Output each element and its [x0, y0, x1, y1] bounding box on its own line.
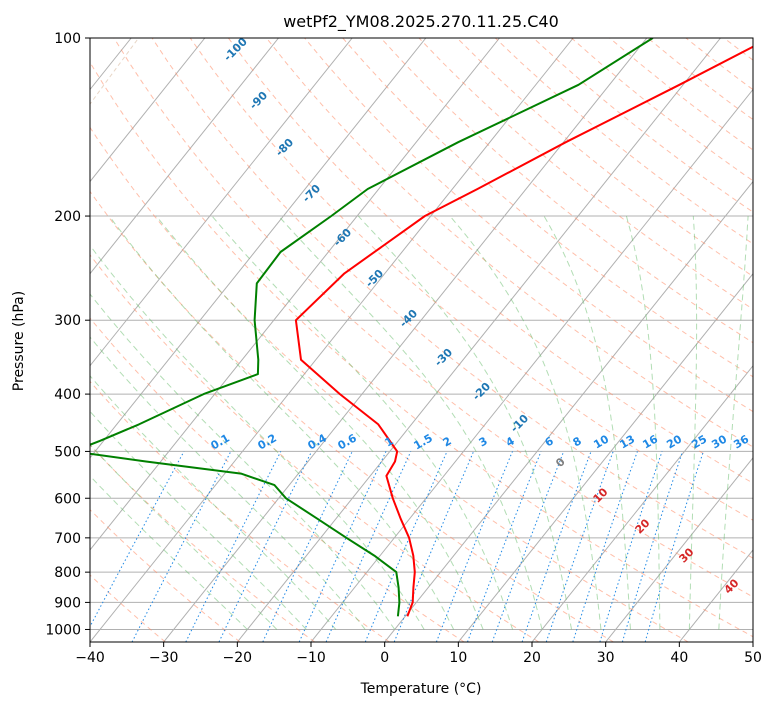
moist-adiabat — [90, 443, 278, 630]
x-tick-label: 10 — [449, 650, 467, 666]
isotherm-line — [90, 38, 279, 275]
dry-adiabat — [189, 38, 753, 521]
isotherm-line — [236, 38, 721, 642]
mixing-ratio-line — [467, 451, 542, 642]
dry-adiabat — [151, 38, 753, 559]
plot-frame — [89, 37, 754, 643]
isotherm-line — [90, 38, 353, 367]
isotherm-line — [457, 272, 753, 642]
mixing-ratio-line — [644, 451, 704, 642]
moist-adiabat — [543, 215, 631, 630]
moist-adiabat — [108, 215, 455, 630]
mixing-ratio-line — [521, 451, 592, 642]
x-axis-label: Temperature (°C) — [360, 681, 482, 697]
moist-adiabat — [357, 215, 572, 630]
x-tick-label: 30 — [597, 650, 615, 666]
isotherm-line — [605, 457, 753, 642]
moist-adiabat — [625, 215, 661, 630]
dry-adiabat — [90, 380, 390, 642]
profile-line — [294, 45, 753, 617]
axes: −40 −30 −20 −10 0 10 20 30 40 50 1000 900 800 700 600 5… — [45, 31, 762, 666]
dry-adiabat — [113, 38, 753, 598]
mixing-ratio-line — [435, 451, 513, 642]
y-tick-label: 500 — [54, 444, 81, 460]
moist-adiabat — [718, 215, 749, 630]
profile-line — [90, 38, 654, 617]
dry-adiabat — [90, 61, 753, 638]
dry-adiabat — [418, 38, 753, 310]
moist-adiabat — [449, 215, 602, 630]
dry-adiabat — [90, 574, 166, 642]
mixing-ratio-line — [572, 451, 638, 642]
y-tick-label: 200 — [54, 209, 81, 225]
mixing-ratio-line — [621, 451, 684, 642]
isotherm-line — [531, 364, 753, 642]
y-tick-label: 400 — [54, 387, 81, 403]
x-tick-label: −20 — [223, 650, 253, 666]
isotherm-line — [90, 38, 500, 551]
y-tick-label: 900 — [54, 595, 81, 611]
dry-adiabat — [90, 508, 241, 642]
mixing-ratio-line — [90, 451, 185, 628]
moist-adiabat — [155, 215, 484, 630]
isotherm-line — [90, 38, 574, 642]
mixing-ratio-line — [545, 451, 614, 642]
dry-adiabat — [227, 38, 753, 484]
isotherm-line — [310, 88, 753, 642]
x-tick-label: −40 — [75, 650, 105, 666]
y-tick-label: 800 — [54, 565, 81, 581]
dry-adiabat — [266, 38, 753, 448]
x-tick-label: 20 — [523, 650, 541, 666]
isotherm-line — [384, 180, 753, 642]
moist-adiabat — [90, 475, 248, 630]
mixing-ratio-line — [185, 451, 282, 642]
moist-adiabat — [90, 293, 396, 630]
mixing-ratio-line — [393, 451, 475, 642]
dry-adiabat — [90, 126, 689, 642]
x-tick-label: 50 — [744, 650, 762, 666]
moist-adiabat — [211, 215, 514, 630]
moist-adiabat — [90, 375, 337, 630]
y-tick-label: 700 — [54, 531, 81, 547]
isotherm-line — [90, 38, 206, 183]
isotherm-line — [90, 38, 427, 459]
dry-adiabat — [90, 190, 614, 642]
dry-adiabat — [90, 254, 540, 642]
moist-adiabat — [90, 410, 307, 630]
dry-adiabat — [342, 38, 753, 378]
chart-title: wetPf2_YM08.2025.270.11.25.C40 — [283, 12, 559, 32]
x-tick-label: 0 — [380, 650, 389, 666]
dry-adiabat — [90, 317, 465, 642]
y-tick-label: 100 — [54, 31, 81, 47]
x-tick-label: −30 — [149, 650, 179, 666]
plot-data-layer — [90, 38, 753, 617]
mixing-ratio-line — [491, 451, 565, 642]
x-tick-label: −10 — [296, 650, 326, 666]
mixing-ratio-line — [364, 451, 448, 642]
y-axis-label: Pressure (hPa) — [11, 291, 27, 391]
moist-adiabat — [90, 244, 425, 630]
plot-grid-layer — [90, 38, 753, 642]
mixing-ratio-line — [599, 451, 663, 642]
y-tick-label: 300 — [54, 313, 81, 329]
y-tick-label: 1000 — [45, 622, 81, 638]
y-tick-label: 600 — [54, 491, 81, 507]
x-tick-label: 40 — [670, 650, 688, 666]
moist-adiabat — [688, 215, 698, 630]
